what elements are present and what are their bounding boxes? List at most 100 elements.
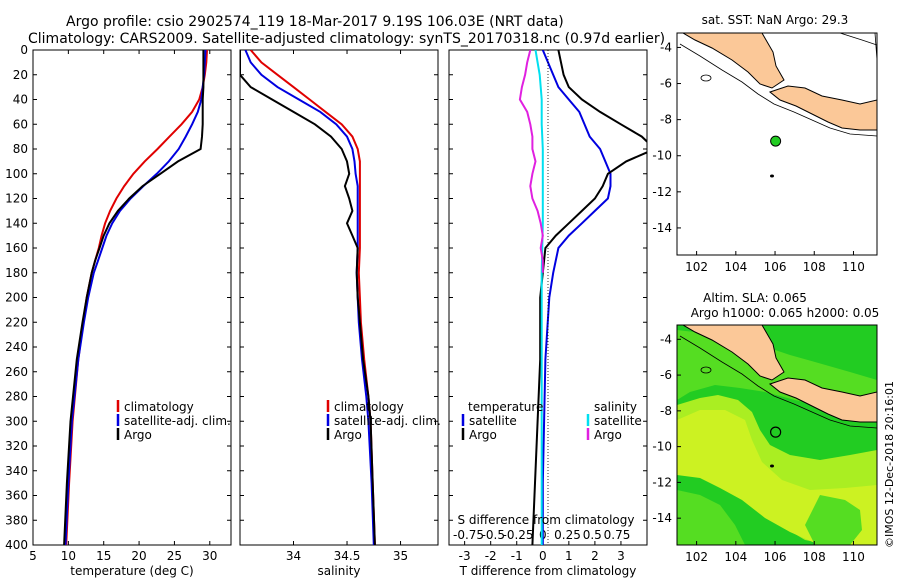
series-climatology: [249, 50, 376, 545]
depth-tick-label: 0: [20, 43, 28, 57]
depth-tick-label: 380: [5, 513, 28, 527]
sla-map-frame: [676, 324, 878, 546]
sla-map-bathymetry: [679, 335, 877, 429]
x-tick-label: -2: [485, 549, 497, 563]
x-tick-label: 2: [591, 549, 599, 563]
x-tick-label: 15: [96, 549, 111, 563]
x-tick-label: 34: [286, 549, 301, 563]
map-y-tick-label: -14: [652, 221, 672, 235]
sla-map-island: [700, 366, 712, 374]
map-x-tick-label: 108: [803, 260, 826, 274]
salinity-panel-frame: [239, 49, 439, 546]
map-y-tick-label: -12: [652, 475, 672, 489]
series-s-satellite: [534, 50, 544, 545]
map-y-tick-label: -6: [660, 77, 672, 91]
sla-map-title-line2: Argo h1000: 0.065 h2000: 0.05: [691, 306, 880, 320]
map-x-tick-label: 108: [803, 550, 826, 564]
x-tick-label: 5: [29, 549, 37, 563]
x-tick-label: 35: [393, 549, 408, 563]
sla-map-java: [768, 377, 877, 423]
depth-tick-label: 300: [5, 414, 28, 428]
depth-tick-label: 260: [5, 365, 28, 379]
x-tick-label: 1: [565, 549, 573, 563]
x-tick-label: 34.5: [334, 549, 361, 563]
sst-map-float-marker: [770, 135, 782, 147]
map-y-tick-label: -14: [652, 511, 672, 525]
depth-tick-label: 400: [5, 538, 28, 552]
legend-label-satellite: satellite-adj. clim.: [124, 414, 231, 428]
s-tick-label: 0.5: [583, 528, 602, 542]
x-tick-label: -3: [459, 549, 471, 563]
sla-map-axes: 102 104 106 108 110 -4 -6 -8 -10 -12 -14: [652, 332, 865, 564]
legend-label-argo: Argo: [124, 428, 152, 442]
sla-map: [677, 325, 877, 545]
sla-map-float-marker: [770, 426, 782, 438]
map-y-tick-label: -10: [652, 149, 672, 163]
map-x-tick-label: 110: [842, 550, 865, 564]
map-x-tick-label: 102: [685, 260, 708, 274]
sla-map-sumatra: [682, 325, 785, 381]
temperature-legend: climatology satellite-adj. clim. Argo: [116, 400, 231, 442]
legend-label-climatology: climatology: [124, 400, 194, 414]
x-tick-label: 20: [131, 549, 146, 563]
depth-tick-label: 160: [5, 241, 28, 255]
sla-region-green-south: [677, 490, 745, 545]
temperature-x-axis: 5 10 15 20 25 30: [29, 50, 217, 563]
map-y-tick-label: -8: [660, 113, 672, 127]
depth-tick-label: 320: [5, 439, 28, 453]
legend-label-s-satellite: satellite: [594, 414, 642, 428]
x-tick-label: 30: [202, 549, 217, 563]
sst-map-island: [700, 74, 712, 82]
series-argo: [63, 50, 205, 545]
x-tick-label: -1: [511, 549, 523, 563]
depth-tick-label: 80: [13, 142, 28, 156]
depth-tick-label: 40: [13, 93, 28, 107]
legend-label-argo-s: Argo: [334, 428, 362, 442]
map-y-tick-label: -6: [660, 368, 672, 382]
temperature-panel-frame: [32, 49, 232, 546]
sst-map-title: sat. SST: NaN Argo: 29.3: [702, 13, 849, 27]
difference-legend-salinity: salinity satellite Argo: [586, 400, 642, 442]
difference-x-axis: -3 -2 -1 0 1 2 3-0.75-0.5-0.25 0 0.25 0.5 0.75: [453, 528, 630, 563]
legend-heading-salinity: salinity: [594, 400, 637, 414]
s-tick-label: 0.75: [604, 528, 631, 542]
sla-region-green-southeast: [805, 495, 862, 545]
map-y-tick-label: -12: [652, 185, 672, 199]
figure-title-line2: Climatology: CARS2009. Satellite-adjuste…: [28, 31, 665, 47]
x-tick-label: 3: [617, 549, 625, 563]
map-y-tick-label: -8: [660, 404, 672, 418]
x-tick-label: 0: [539, 549, 547, 563]
legend-heading-temperature: temperature: [468, 400, 543, 414]
depth-tick-label: 180: [5, 266, 28, 280]
legend-label-satellite-s: satellite-adj. clim.: [334, 414, 441, 428]
x-tick-label: 25: [167, 549, 182, 563]
x-tick-label: 10: [61, 549, 76, 563]
series-argo: [240, 50, 376, 545]
legend-label-s-argo: Argo: [594, 428, 622, 442]
depth-tick-label: 340: [5, 464, 28, 478]
sla-map-title-line1: Altim. SLA: 0.065: [703, 291, 807, 305]
depth-tick-label: 200: [5, 291, 28, 305]
depth-tick-label: 220: [5, 315, 28, 329]
sst-map: [677, 33, 877, 255]
salinity-legend: climatology satellite-adj. clim. Argo: [326, 400, 441, 442]
depth-axis: 0 20 40 60 80 100 120 140 160 180 200 220 240 260 280 3…: [5, 43, 647, 552]
map-x-tick-label: 104: [724, 260, 747, 274]
sst-map-christmas-island: [770, 174, 774, 178]
depth-tick-label: 280: [5, 390, 28, 404]
temperature-series: [63, 50, 208, 545]
sst-map-axes: 102 104 106 108 110 -4 -6 -8 -10 -12 -14: [652, 40, 865, 274]
temperature-xlabel: temperature (deg C): [70, 564, 193, 578]
depth-tick-label: 360: [5, 489, 28, 503]
s-tick-label: 0.25: [554, 528, 581, 542]
sla-map-christmas-island: [770, 464, 774, 468]
depth-tick-label: 20: [13, 68, 28, 82]
series-t-argo: [531, 50, 647, 545]
salinity-xlabel: salinity: [317, 564, 360, 578]
sst-map-frame: [676, 32, 878, 256]
s-difference-xlabel: S difference from climatology: [458, 513, 635, 527]
sst-map-bathymetry: [679, 43, 877, 137]
sst-map-sumatra: [682, 33, 785, 89]
series-t-satellite: [541, 50, 612, 545]
